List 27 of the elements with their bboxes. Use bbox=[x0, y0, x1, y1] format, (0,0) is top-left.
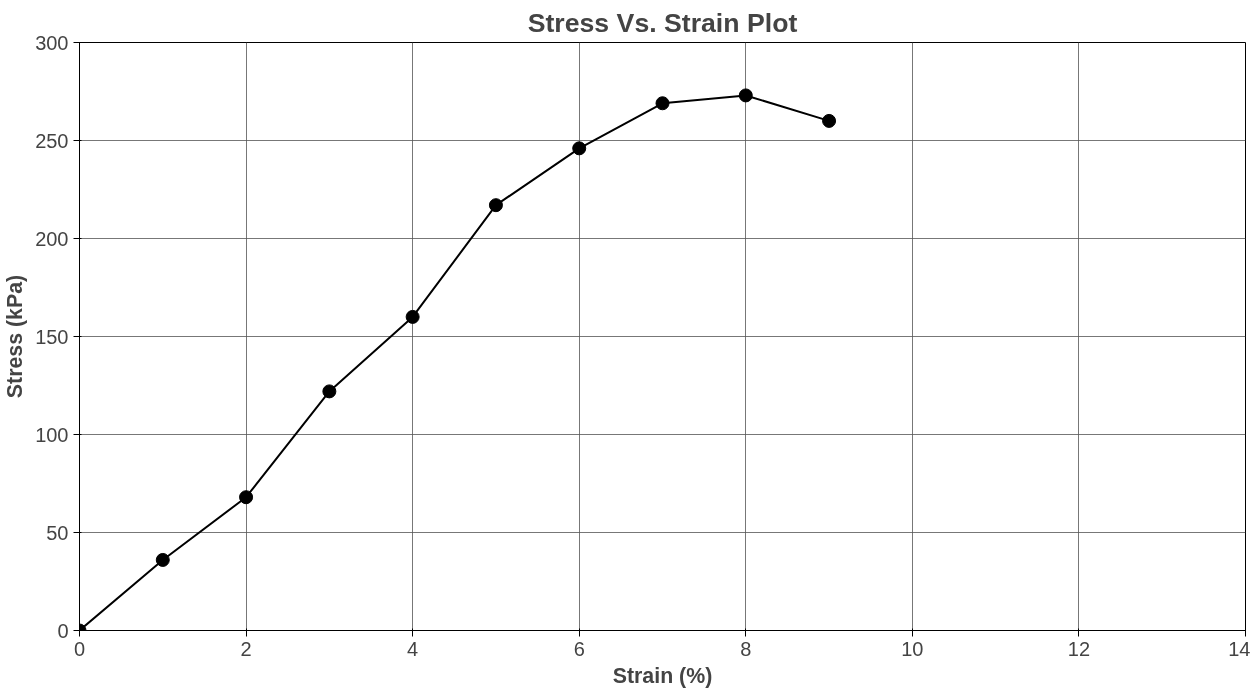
x-tick-label: 14 bbox=[1228, 637, 1251, 660]
point bbox=[655, 96, 670, 111]
x-tick-label: 4 bbox=[407, 637, 419, 660]
point bbox=[155, 552, 170, 567]
x-tick-label: 2 bbox=[240, 637, 252, 660]
y-tick-label: 300 bbox=[35, 31, 69, 54]
x-tick-label: 8 bbox=[740, 637, 752, 660]
y-tick-label: 200 bbox=[35, 227, 69, 250]
y-tick-label: 100 bbox=[35, 423, 69, 446]
point bbox=[488, 198, 503, 213]
y-axis-title: Stress (kPa) bbox=[3, 274, 28, 399]
x-tick-label: 12 bbox=[1067, 637, 1091, 660]
point bbox=[322, 384, 337, 399]
point bbox=[405, 309, 420, 324]
x-tick-label: 10 bbox=[901, 637, 924, 660]
point bbox=[239, 490, 254, 505]
x-tick-label: 6 bbox=[573, 637, 585, 660]
y-tick-label: 50 bbox=[46, 521, 69, 544]
chart-title: Stress Vs. Strain Plot bbox=[527, 7, 798, 38]
point bbox=[822, 113, 837, 128]
y-tick-label: 0 bbox=[57, 619, 69, 642]
x-axis-title: Strain (%) bbox=[612, 663, 713, 688]
point bbox=[738, 88, 753, 103]
point bbox=[572, 141, 587, 156]
y-tick-label: 250 bbox=[35, 129, 69, 152]
y-tick-label: 150 bbox=[35, 325, 69, 348]
x-tick-label: 0 bbox=[73, 637, 86, 660]
